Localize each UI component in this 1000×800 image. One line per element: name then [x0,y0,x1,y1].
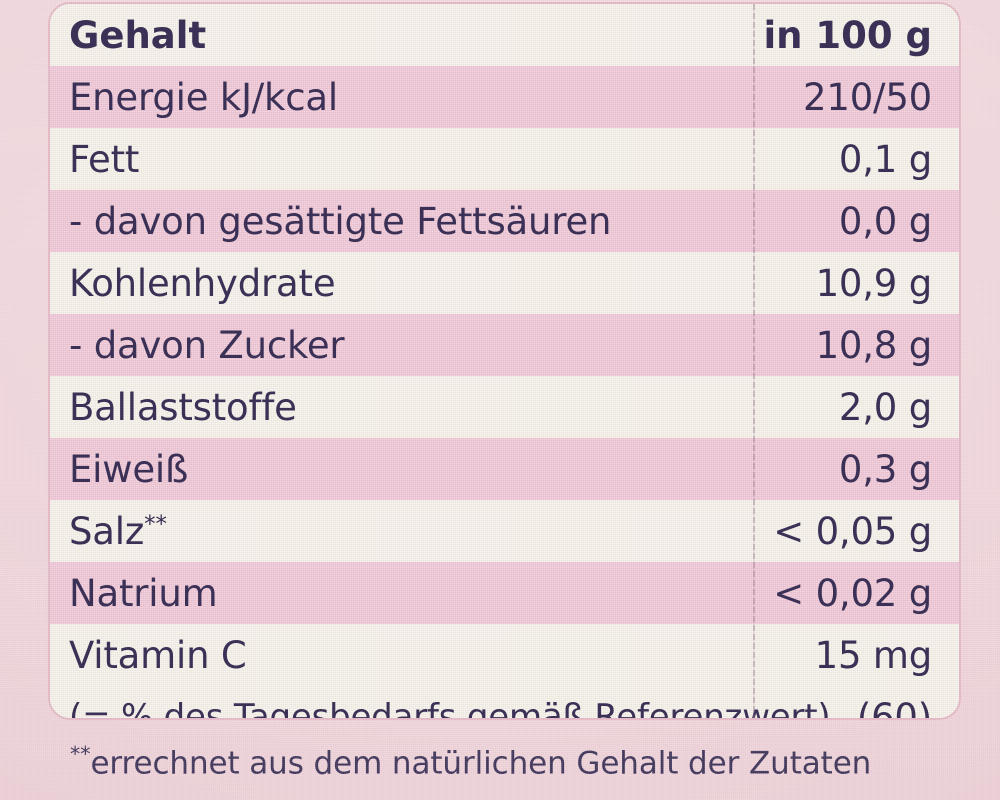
nutrient-value: 10,8 g [815,323,933,367]
nutrient-label: - davon Zucker [69,323,345,367]
nutrient-value: (60) [856,695,932,720]
footnote-marker: ** [144,510,167,537]
table-row: Energie kJ/kcal 210/50 [50,66,959,128]
nutrient-label: Ballaststoffe [69,385,297,429]
table-row: Ballaststoffe 2,0 g [50,376,959,438]
table-body: Energie kJ/kcal 210/50 Fett 0,1 g - davon ge… [50,66,959,720]
nutrient-label: Fett [69,137,140,181]
nutrient-label: Eiweiß [69,447,189,491]
column-header-label: Gehalt [69,13,207,57]
nutrient-label: (= % des Tagesbedarfs gemäß Referenzwert… [69,697,831,720]
table-header-row: Gehalt in 100 g [50,4,959,66]
table-row: Salz** < 0,05 g [50,500,959,562]
table-row: Eiweiß 0,3 g [50,438,959,500]
nutrition-facts-table: Gehalt in 100 g Energie kJ/kcal 210/50 Fet… [48,2,961,720]
table-row: Kohlenhydrate 10,9 g [50,252,959,314]
column-header-value: in 100 g [763,13,932,57]
nutrient-label: Natrium [69,571,218,615]
table-row: - davon gesättigte Fettsäuren 0,0 g [50,190,959,252]
footnote: **errechnet aus dem natürlichen Gehalt d… [70,744,871,779]
table-row: Vitamin C 15 mg [50,624,959,686]
table-row: Fett 0,1 g [50,128,959,190]
footnote-text: errechnet aus dem natürlichen Gehalt der… [90,745,872,782]
nutrient-value: 210/50 [803,75,932,119]
table-row: (= % des Tagesbedarfs gemäß Referenzwert… [50,686,959,720]
table-row: Natrium < 0,02 g [50,562,959,624]
table-row: - davon Zucker 10,8 g [50,314,959,376]
nutrient-value: 15 mg [814,633,933,677]
nutrient-value: 0,1 g [838,137,932,181]
footnote-marker: ** [70,742,91,766]
nutrient-label-text: Salz [69,509,145,553]
nutrient-label: Kohlenhydrate [69,261,336,305]
nutrient-label: Vitamin C [69,633,247,677]
nutrient-label: Energie kJ/kcal [69,75,338,119]
nutrient-value: < 0,02 g [773,571,932,615]
nutrient-value: 2,0 g [838,385,932,429]
nutrient-value: 0,0 g [838,199,932,243]
nutrient-value: < 0,05 g [773,509,932,553]
nutrient-label: - davon gesättigte Fettsäuren [69,199,612,243]
nutrient-label: Salz** [50,509,753,553]
nutrient-value: 0,3 g [838,447,932,491]
nutrient-value: 10,9 g [815,261,933,305]
